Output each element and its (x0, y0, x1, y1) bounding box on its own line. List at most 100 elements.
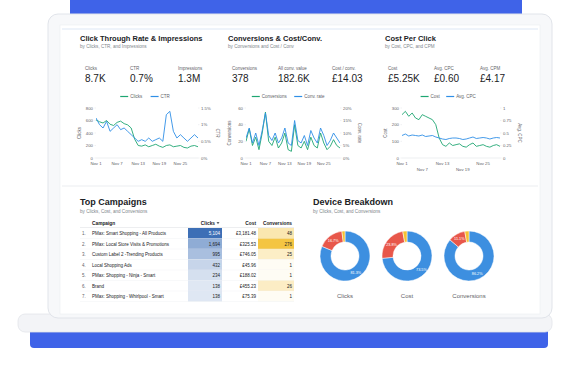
row-rank: 6. (82, 284, 86, 289)
table-cell: 234 (212, 273, 220, 278)
legend-label: Cost (431, 94, 441, 99)
x-tick-label: Nov 7 (417, 167, 429, 172)
panel-subtitle: by Cost, CPC, and CPM (385, 44, 435, 49)
kpi-label: Impressions (178, 66, 203, 71)
tick-mark (95, 133, 97, 134)
row-rank: 7. (82, 294, 86, 299)
panel-title: Conversions & Cost/Conv. (228, 34, 322, 43)
device-breakdown: Device Breakdownby Clicks, Cost, and Con… (313, 197, 494, 299)
canvas: Click Through Rate & Impressionsby Click… (0, 0, 567, 378)
table-cell: 432 (212, 263, 220, 268)
divider (62, 186, 538, 187)
table-cell: 1 (289, 273, 292, 278)
donut-slice (465, 231, 469, 242)
heat-cell (258, 291, 294, 302)
kpi-value: 8.7K (85, 73, 106, 84)
column-header: Cost (245, 221, 256, 226)
table-cell: 5,104 (209, 231, 221, 236)
y-axis-title: Clicks (77, 126, 82, 139)
tick-mark (340, 120, 342, 121)
legend-label: Conversions (262, 94, 288, 99)
panel-title: Cost Per Click (385, 34, 437, 43)
top-band (62, 28, 538, 29)
table-cell: 138 (212, 294, 220, 299)
sort-icon (217, 222, 220, 224)
tick-mark (95, 145, 97, 146)
x-tick-label: Nov 19 (456, 167, 470, 172)
heat-cell (258, 260, 294, 271)
table-subtitle: by Clicks, Cost, and Conversions (80, 209, 148, 214)
tick-mark (245, 108, 247, 109)
legend-swatch (151, 96, 159, 97)
x-tick-label: Nov 19 (298, 161, 312, 166)
y-tick-label: 0 (397, 156, 400, 161)
x-axis (96, 158, 198, 159)
y2-tick-label: 0% (343, 156, 349, 161)
series-line (96, 111, 198, 141)
tick-mark (401, 158, 403, 159)
table-cell: Custom Label 2 -Trending Products (92, 252, 164, 257)
tick-mark (340, 145, 342, 146)
kpi-value: 1.3M (178, 73, 200, 84)
data-label: 23.8% (386, 243, 397, 247)
tick-mark (198, 158, 200, 159)
y2-tick-label: 5% (343, 143, 349, 148)
x-tick-label: Nov 7 (111, 161, 123, 166)
y2-tick-label: 0 (503, 156, 506, 161)
series-group (96, 111, 198, 148)
row-rank: 3. (82, 252, 86, 257)
kpi-label: Avg. CPM (480, 66, 500, 71)
section-title: Device Breakdown (313, 197, 393, 207)
x-tick-label: Nov 25 (476, 161, 490, 166)
x-tick-label: Nov 25 (174, 161, 188, 166)
table-cell: PMax: Shopping - Ninja - Smart (92, 273, 156, 278)
heat-cell (188, 249, 222, 260)
campaign-table: Top Campaignsby Clicks, Cost, and Conver… (80, 197, 294, 302)
line-panel: Conversions & Cost/Conv.by Conversions a… (227, 34, 363, 166)
tick-mark (198, 141, 200, 142)
heat-cell (188, 270, 222, 281)
table-cell: Local Shopping Ads (92, 263, 133, 268)
table-cell: £188.02 (240, 273, 257, 278)
tick-mark (95, 120, 97, 121)
y-tick-label: 0 (241, 156, 244, 161)
y-tick-label: 400 (86, 131, 94, 136)
x-tick-label: Nov 13 (131, 161, 145, 166)
kpi-value: £14.03 (332, 73, 363, 84)
x-tick-label: Nov 25 (317, 161, 331, 166)
y-tick-label: 800 (86, 106, 94, 111)
kpi-value: £5.25K (388, 73, 420, 84)
panel-title: Click Through Rate & Impressions (80, 34, 203, 43)
table-cell: 138 (212, 284, 220, 289)
heat-cell (258, 270, 294, 281)
table-cell: 48 (287, 231, 293, 236)
tick-mark (198, 124, 200, 125)
y2-tick-label: 1.5% (201, 106, 211, 111)
y-tick-label: 60 (238, 106, 243, 111)
kpi-label: Conversions (232, 66, 258, 71)
kpi-label: CTR (130, 66, 140, 71)
heat-cell (188, 281, 222, 292)
legend-label: CTR (161, 94, 171, 99)
tick-mark (500, 133, 502, 134)
data-label: 81.3% (350, 271, 361, 275)
kpi-value: 0.7% (130, 73, 153, 84)
panel-subtitle: by Conversions and Cost / Conv (228, 44, 295, 49)
table-cell: £746.05 (240, 252, 257, 257)
series-line (246, 113, 340, 146)
x-axis (246, 158, 340, 159)
y-tick-label: 300 (392, 106, 400, 111)
panel-subtitle: by Clicks, CTR, and Impressions (80, 44, 147, 49)
y2-axis-title: Avg. CPC (517, 123, 522, 143)
series-group (246, 112, 340, 151)
donut-title: Cost (401, 293, 414, 299)
kpi-label: Clicks (85, 66, 98, 71)
kpi-value: 182.6K (278, 73, 310, 84)
x-axis (402, 158, 500, 159)
series-line (402, 111, 500, 147)
tick-mark (95, 108, 97, 109)
donut-slice (320, 231, 370, 281)
y2-tick-label: 10% (343, 131, 352, 136)
table-cell: £45.96 (242, 263, 256, 268)
tick-mark (500, 120, 502, 121)
